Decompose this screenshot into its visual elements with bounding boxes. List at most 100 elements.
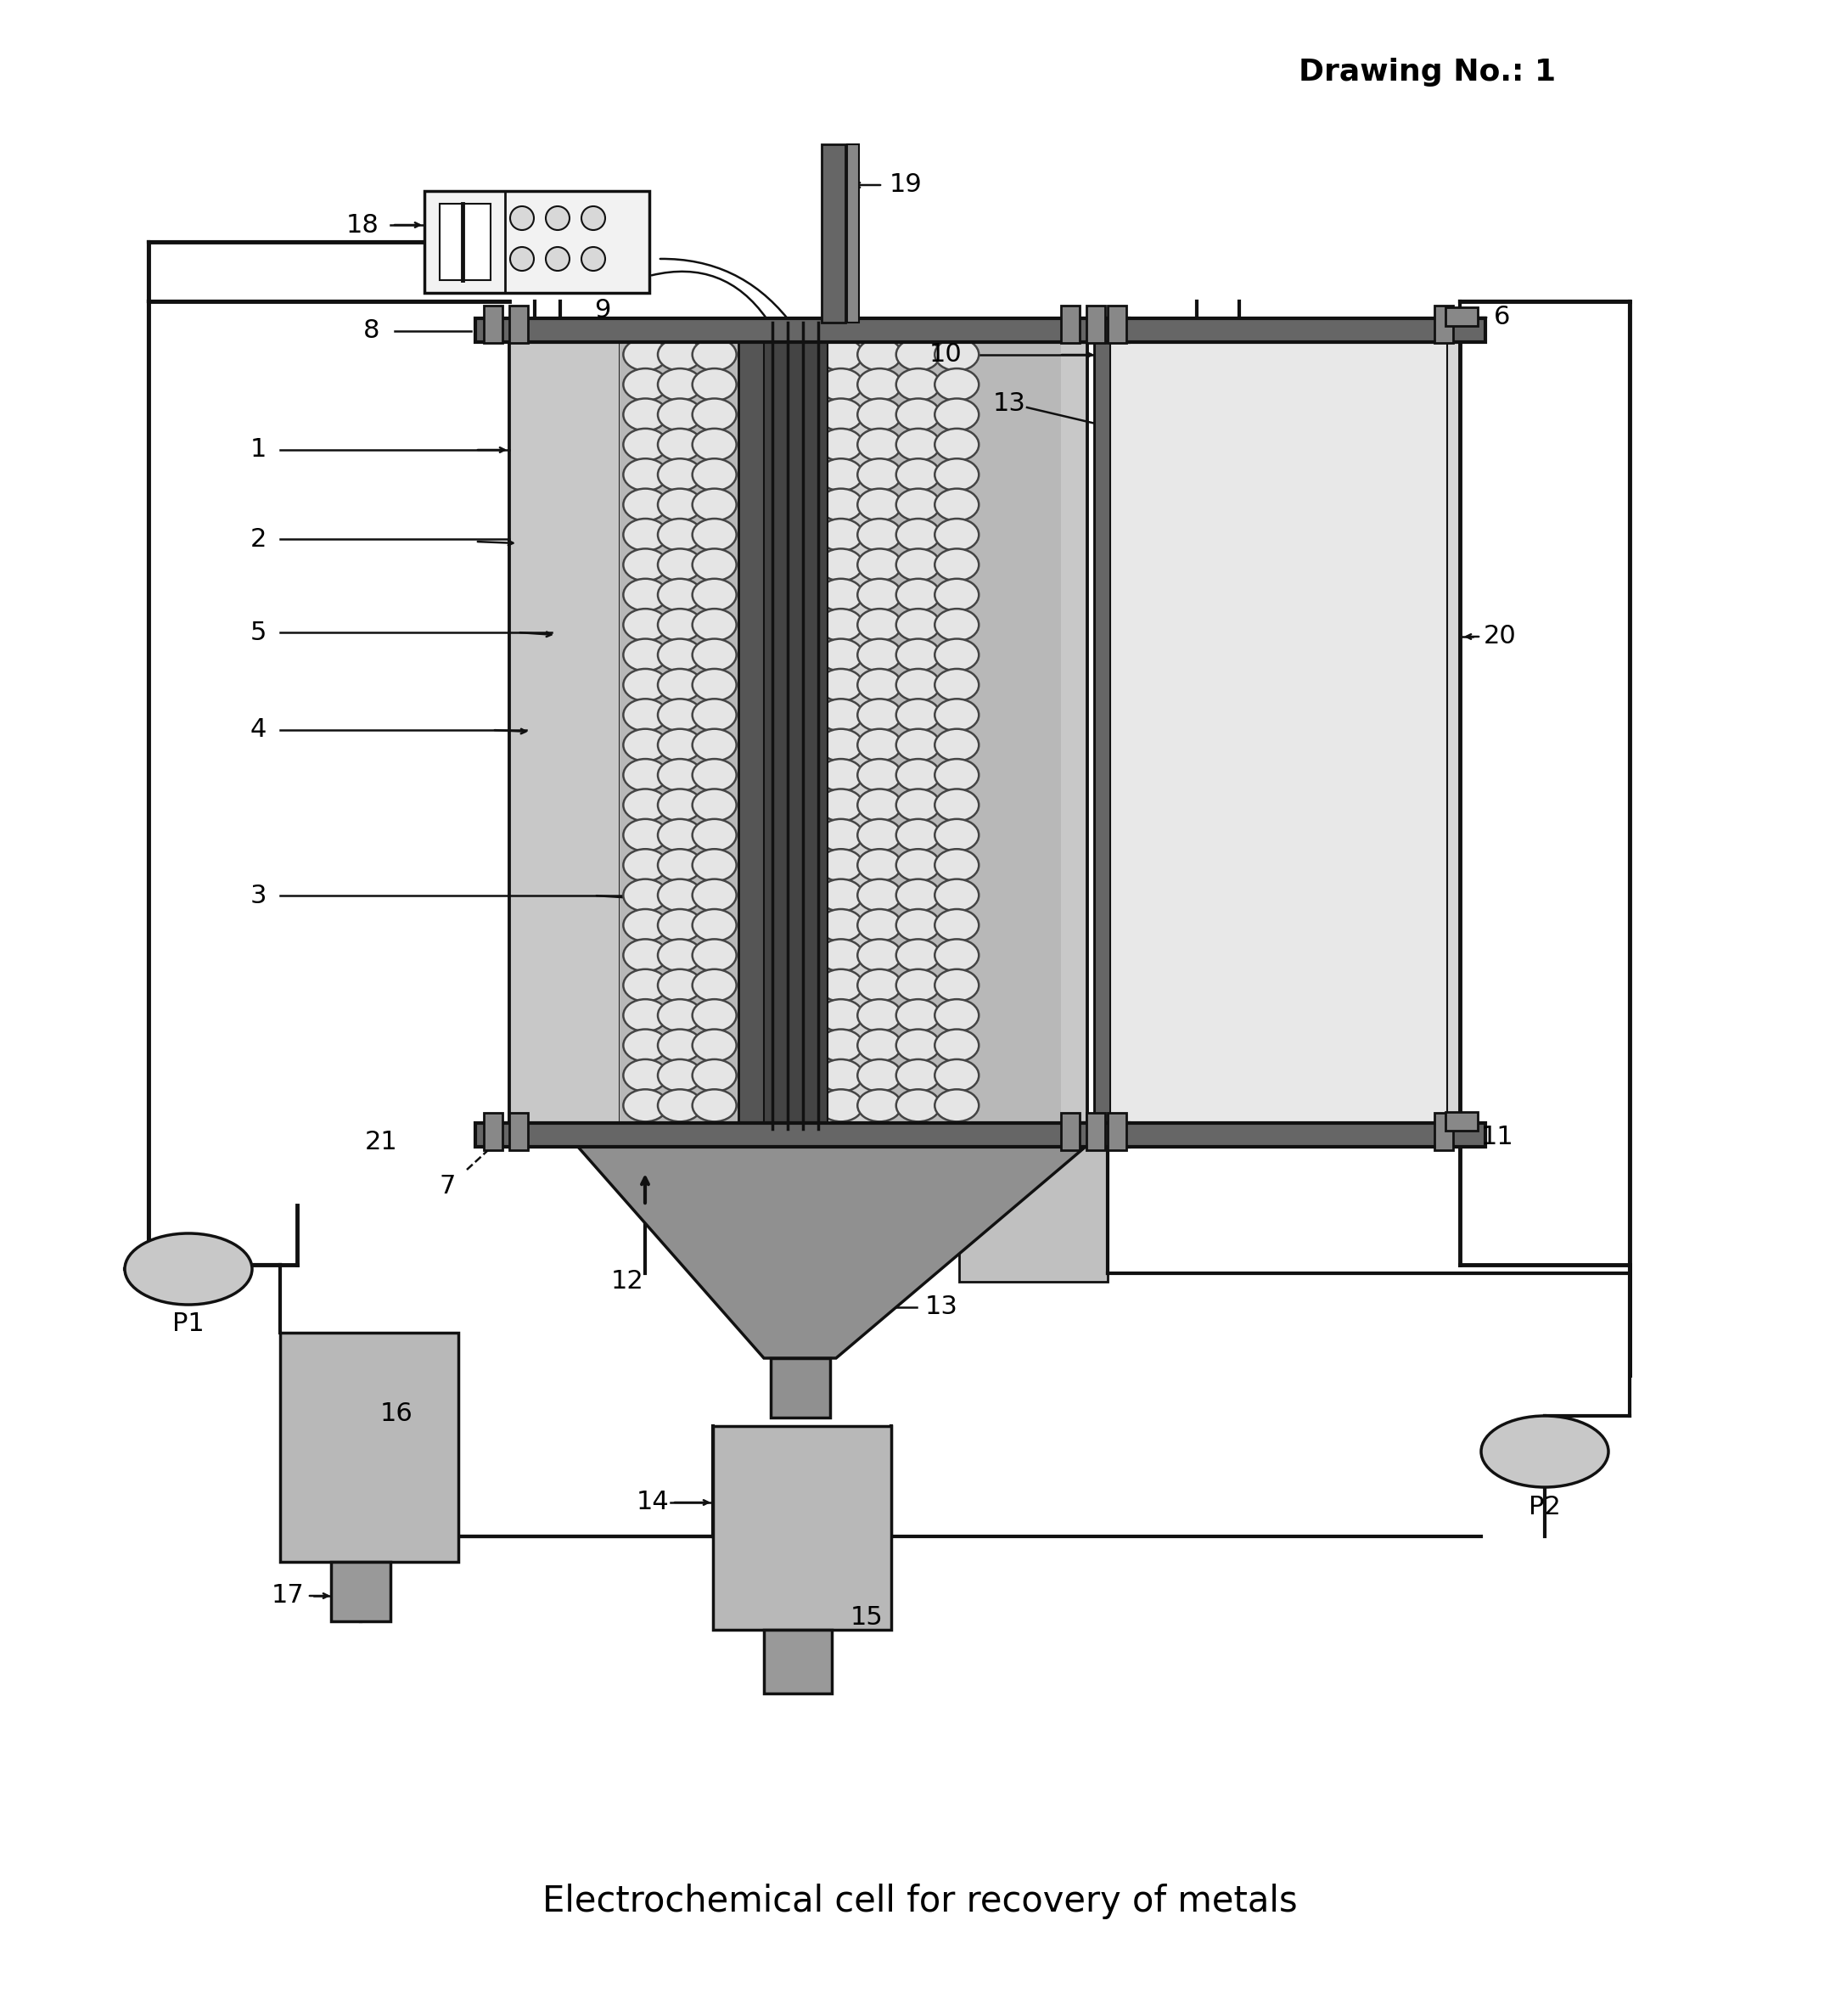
Ellipse shape <box>819 970 863 1002</box>
Ellipse shape <box>657 879 701 911</box>
Ellipse shape <box>858 700 902 732</box>
Bar <box>1095 323 1460 1129</box>
Ellipse shape <box>897 1058 941 1091</box>
Ellipse shape <box>657 669 701 702</box>
Text: 3: 3 <box>250 883 267 907</box>
Circle shape <box>582 206 606 230</box>
Bar <box>1108 327 1447 1125</box>
Ellipse shape <box>624 458 668 490</box>
Circle shape <box>510 248 534 270</box>
Ellipse shape <box>657 399 701 431</box>
Bar <box>331 1562 390 1621</box>
Ellipse shape <box>692 369 736 401</box>
Ellipse shape <box>858 758 902 790</box>
Ellipse shape <box>692 939 736 972</box>
Ellipse shape <box>624 548 668 581</box>
Ellipse shape <box>819 909 863 941</box>
Ellipse shape <box>819 818 863 851</box>
Ellipse shape <box>1482 1415 1609 1488</box>
Ellipse shape <box>935 399 979 431</box>
Ellipse shape <box>657 818 701 851</box>
Ellipse shape <box>897 669 941 702</box>
Ellipse shape <box>819 1030 863 1062</box>
Ellipse shape <box>897 730 941 762</box>
Ellipse shape <box>897 1000 941 1032</box>
Ellipse shape <box>858 399 902 431</box>
Ellipse shape <box>858 879 902 911</box>
Bar <box>1095 323 1110 1129</box>
Ellipse shape <box>692 700 736 732</box>
Ellipse shape <box>935 970 979 1002</box>
Ellipse shape <box>935 518 979 550</box>
Ellipse shape <box>935 788 979 821</box>
Ellipse shape <box>858 458 902 490</box>
Bar <box>620 323 806 1129</box>
Ellipse shape <box>935 669 979 702</box>
Ellipse shape <box>935 1089 979 1121</box>
Ellipse shape <box>692 818 736 851</box>
Bar <box>510 323 1086 1129</box>
Ellipse shape <box>624 399 668 431</box>
Bar <box>1434 1113 1453 1151</box>
Ellipse shape <box>657 970 701 1002</box>
Text: 18: 18 <box>346 212 379 238</box>
Bar <box>280 1333 458 1562</box>
Polygon shape <box>578 1145 1086 1359</box>
Ellipse shape <box>858 669 902 702</box>
Ellipse shape <box>819 579 863 611</box>
Ellipse shape <box>858 1089 902 1121</box>
Ellipse shape <box>935 458 979 490</box>
Ellipse shape <box>657 458 701 490</box>
Ellipse shape <box>692 548 736 581</box>
Ellipse shape <box>858 1058 902 1091</box>
Bar <box>959 1145 1108 1282</box>
Bar <box>425 192 650 292</box>
Ellipse shape <box>897 758 941 790</box>
Bar <box>764 319 828 1129</box>
Ellipse shape <box>897 488 941 520</box>
Bar <box>976 323 1086 1129</box>
Ellipse shape <box>897 700 941 732</box>
Bar <box>510 306 528 343</box>
Ellipse shape <box>657 758 701 790</box>
Text: Electrochemical cell for recovery of metals: Electrochemical cell for recovery of met… <box>543 1883 1298 1919</box>
Ellipse shape <box>624 579 668 611</box>
Ellipse shape <box>935 758 979 790</box>
Text: 10: 10 <box>930 343 963 367</box>
Ellipse shape <box>692 339 736 371</box>
Ellipse shape <box>897 639 941 671</box>
Bar <box>1445 306 1478 327</box>
Ellipse shape <box>935 579 979 611</box>
Ellipse shape <box>657 609 701 641</box>
Bar <box>764 1629 832 1693</box>
Text: 1: 1 <box>250 437 267 462</box>
Bar <box>874 323 1060 1129</box>
Bar <box>771 1359 830 1417</box>
Ellipse shape <box>819 548 863 581</box>
Ellipse shape <box>819 758 863 790</box>
Text: 20: 20 <box>1484 625 1517 649</box>
Ellipse shape <box>935 488 979 520</box>
Bar <box>475 1123 1129 1147</box>
Ellipse shape <box>819 669 863 702</box>
Text: 15: 15 <box>851 1605 884 1629</box>
Ellipse shape <box>897 518 941 550</box>
Ellipse shape <box>657 429 701 462</box>
Bar <box>1060 1113 1079 1151</box>
Ellipse shape <box>819 1000 863 1032</box>
Ellipse shape <box>692 429 736 462</box>
Ellipse shape <box>624 1000 668 1032</box>
Ellipse shape <box>624 669 668 702</box>
Ellipse shape <box>624 339 668 371</box>
Bar <box>1086 306 1105 343</box>
Text: 21: 21 <box>365 1129 398 1153</box>
Ellipse shape <box>657 639 701 671</box>
Ellipse shape <box>858 909 902 941</box>
Ellipse shape <box>935 730 979 762</box>
Ellipse shape <box>897 909 941 941</box>
Ellipse shape <box>819 730 863 762</box>
Ellipse shape <box>897 458 941 490</box>
Text: 19: 19 <box>889 173 922 198</box>
Circle shape <box>510 206 534 230</box>
Circle shape <box>545 206 569 230</box>
